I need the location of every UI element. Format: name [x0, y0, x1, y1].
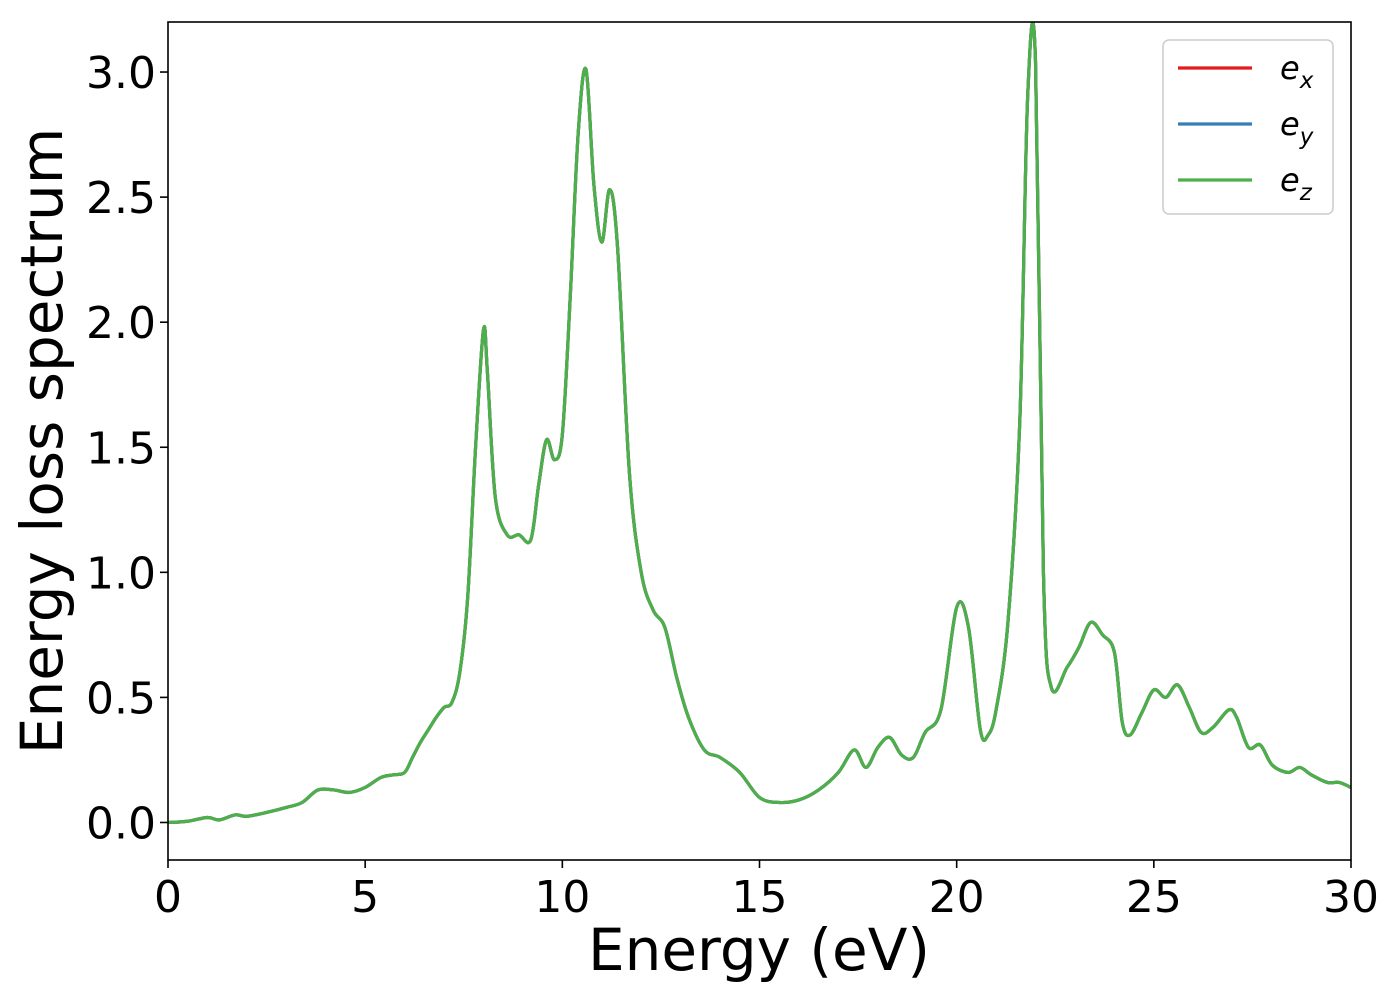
x-tick-label: 15	[732, 872, 788, 923]
legend: ex ey ez	[1162, 39, 1334, 215]
y-axis-title: Energy loss spectrum	[8, 128, 76, 754]
x-tick-label: 30	[1323, 872, 1379, 923]
plot-background	[168, 22, 1351, 860]
x-axis-title: Energy (eV)	[588, 916, 930, 984]
series-layer	[168, 22, 1351, 825]
x-axis: 0 5 10 15 20 25 30	[154, 860, 1379, 923]
y-tick-label: 1.0	[86, 548, 156, 599]
y-tick-label: 2.0	[86, 298, 156, 349]
series-line-z	[168, 22, 1351, 825]
x-tick-label: 10	[534, 872, 590, 923]
y-tick-label: 3.0	[86, 48, 156, 99]
legend-label-y: ey	[1280, 105, 1314, 150]
y-tick-label: 1.5	[86, 423, 156, 474]
y-axis: 0.0 0.5 1.0 1.5 2.0 2.5 3.0	[86, 48, 168, 849]
legend-label-z: ez	[1280, 161, 1313, 206]
y-tick-label: 0.0	[86, 798, 156, 849]
y-tick-label: 0.5	[86, 673, 156, 724]
x-tick-label: 0	[154, 872, 182, 923]
legend-label-x: ex	[1280, 49, 1314, 94]
x-tick-label: 5	[351, 872, 379, 923]
legend-box	[1162, 39, 1334, 215]
x-tick-label: 20	[929, 872, 985, 923]
y-tick-label: 2.5	[86, 173, 156, 224]
x-tick-label: 25	[1126, 872, 1182, 923]
